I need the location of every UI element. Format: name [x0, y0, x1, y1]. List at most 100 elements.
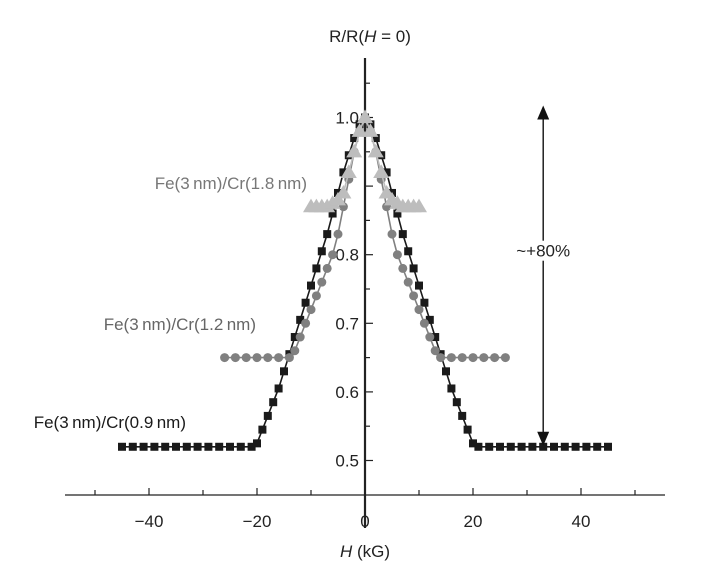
data-point [425, 332, 435, 342]
data-point [263, 411, 272, 420]
data-point [457, 353, 467, 363]
data-point [398, 230, 407, 239]
data-point [415, 281, 423, 290]
data-point [182, 442, 191, 451]
data-point [411, 198, 427, 213]
data-point [339, 168, 348, 177]
annotation-layer: ~+80% [513, 105, 574, 446]
annotation-label-bg [513, 240, 574, 261]
labels-layer: Fe(3 nm)/Cr(0.9 nm) Fe(3 nm)/Cr(1.2 nm) Fe… [34, 174, 307, 432]
data-point [301, 318, 311, 328]
y-tick-label: 0.7 [335, 314, 359, 333]
data-point [373, 164, 390, 178]
data-point [311, 291, 321, 301]
data-point [330, 191, 346, 206]
data-point [419, 318, 429, 328]
data-point [409, 264, 418, 273]
data-point [258, 425, 267, 434]
data-point [404, 247, 413, 256]
data-point [172, 442, 180, 451]
y-tick-label: 0.8 [335, 246, 359, 265]
series-2 [303, 109, 427, 213]
data-point [204, 442, 213, 451]
data-point [393, 209, 402, 218]
data-point [528, 442, 537, 451]
data-point [490, 353, 500, 363]
data-point [506, 442, 515, 451]
data-point [571, 442, 580, 451]
data-point [485, 442, 494, 451]
data-point [323, 230, 332, 239]
x-tick-label: −20 [243, 512, 272, 531]
data-point [560, 442, 569, 451]
data-point [193, 442, 202, 451]
data-point [295, 332, 305, 342]
data-point [371, 134, 380, 143]
data-point [350, 134, 359, 143]
data-point [328, 209, 337, 218]
data-point [367, 143, 384, 158]
data-point [322, 263, 332, 273]
series-label-1: Fe(3 nm)/Cr(1.2 nm) [104, 315, 256, 334]
series-label-0: Fe(3 nm)/Cr(0.9 nm) [34, 413, 186, 432]
data-point [253, 439, 261, 448]
data-point [414, 305, 424, 315]
series-layer [118, 109, 612, 451]
data-point [517, 442, 526, 451]
data-point [430, 346, 440, 356]
data-point [403, 277, 413, 287]
y-axis-title: R/R(H = 0) [329, 27, 411, 46]
x-tick-label: 40 [572, 512, 591, 531]
data-point [409, 291, 419, 301]
data-point [263, 353, 273, 363]
data-point [296, 315, 305, 324]
x-tick-label: 20 [464, 512, 483, 531]
data-point [447, 384, 456, 393]
data-point [479, 353, 489, 363]
data-point [463, 425, 472, 434]
data-point [317, 277, 327, 287]
data-point [220, 353, 230, 363]
data-point [150, 442, 159, 451]
data-point [593, 442, 602, 451]
data-point [357, 109, 373, 124]
data-point [284, 353, 294, 363]
data-point [446, 353, 456, 363]
data-point [335, 184, 352, 199]
data-point [362, 123, 379, 137]
data-point [312, 264, 321, 273]
x-axis-title: H (kG) [340, 542, 390, 561]
data-point [226, 442, 234, 451]
data-point [496, 442, 504, 451]
data-point [582, 442, 591, 451]
data-point [274, 353, 284, 363]
data-point [317, 247, 326, 256]
data-point [290, 333, 299, 342]
data-point [398, 263, 408, 273]
data-point [215, 442, 224, 451]
data-point [468, 353, 478, 363]
data-point [290, 346, 300, 356]
data-point [392, 250, 402, 260]
data-point [241, 353, 251, 363]
annotation-arrow-head-up [537, 105, 550, 120]
data-point [604, 442, 612, 451]
series-label-2: Fe(3 nm)/Cr(1.8 nm) [155, 174, 307, 193]
annotation-label: ~+80% [516, 242, 570, 261]
data-point [452, 398, 461, 407]
x-tick-label: −40 [135, 512, 164, 531]
y-tick-label: 0.5 [335, 452, 359, 471]
data-point [247, 442, 256, 451]
data-point [301, 298, 310, 307]
data-point [340, 164, 357, 178]
data-point [469, 439, 477, 448]
data-point [442, 367, 450, 376]
data-point [436, 353, 446, 363]
data-point [274, 384, 283, 393]
data-point [458, 411, 467, 420]
data-point [280, 367, 288, 376]
data-point [333, 229, 343, 239]
y-tick-label: 1.0 [335, 109, 359, 128]
data-point [230, 353, 240, 363]
